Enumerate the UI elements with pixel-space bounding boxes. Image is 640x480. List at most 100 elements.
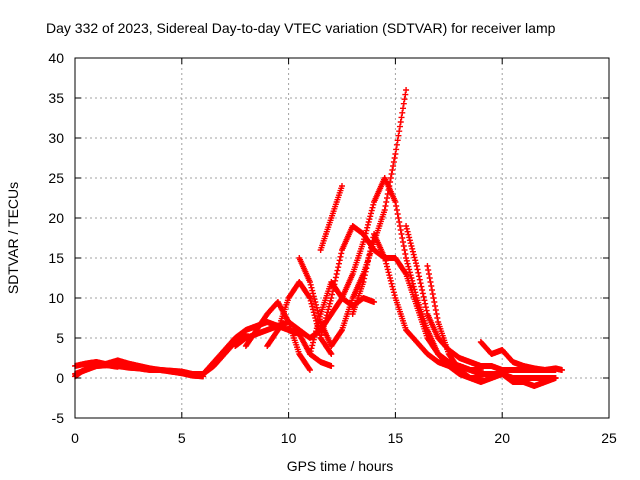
data-point: [384, 191, 391, 197]
data-point: [329, 291, 336, 298]
data-point: [315, 319, 322, 326]
data-point: [310, 336, 317, 343]
data-point: [404, 260, 411, 267]
data-point: [391, 155, 398, 161]
data-point: [274, 328, 281, 335]
data-point: [388, 280, 395, 287]
data-point: [402, 251, 409, 257]
data-point: [364, 261, 371, 268]
data-point: [397, 227, 404, 233]
plot-frame: [74, 57, 610, 419]
data-point: [309, 303, 316, 310]
data-point: [308, 345, 315, 352]
data-point: [386, 272, 393, 279]
y-tick-label: 15: [48, 250, 64, 266]
data-point: [390, 163, 397, 169]
data-point: [321, 320, 328, 327]
y-axis-label: SDTVAR / TECUs: [5, 182, 21, 294]
data-point: [401, 96, 408, 103]
data-points: [72, 87, 566, 389]
data-point: [398, 231, 405, 237]
data-point: [114, 363, 121, 370]
data-point: [404, 228, 411, 235]
data-point: [387, 179, 394, 185]
data-point: [387, 275, 394, 281]
data-point: [314, 322, 321, 329]
data-point: [434, 315, 441, 321]
data-point: [393, 141, 400, 148]
data-point: [425, 271, 432, 277]
data-point: [387, 175, 394, 181]
data-point: [335, 260, 342, 267]
data-point: [384, 263, 391, 270]
data-point: [409, 245, 416, 252]
data-point: [406, 237, 413, 244]
data-point: [429, 291, 436, 297]
data-point: [396, 128, 403, 135]
data-point: [316, 316, 323, 323]
data-point: [331, 281, 338, 288]
data-point: [365, 219, 372, 225]
y-tick-label: 40: [48, 50, 64, 66]
data-point: [306, 351, 313, 357]
data-point: [402, 91, 409, 98]
data-point: [424, 263, 431, 269]
data-point: [381, 255, 388, 261]
data-point: [426, 275, 433, 281]
data-point: [406, 266, 413, 273]
data-point: [391, 292, 398, 299]
series-sat-f: [242, 299, 313, 373]
data-point: [415, 269, 422, 276]
data-point: [400, 100, 407, 107]
x-tick-label: 25: [601, 430, 617, 446]
data-point: [410, 283, 417, 290]
data-point: [363, 265, 370, 272]
data-point: [413, 263, 420, 269]
data-point: [361, 272, 368, 279]
data-point: [322, 315, 329, 321]
data-point: [386, 183, 393, 189]
data-point: [429, 287, 436, 293]
data-point: [306, 367, 313, 373]
data-point: [330, 284, 337, 291]
data-point: [383, 260, 390, 267]
data-point: [328, 351, 335, 357]
data-point: [405, 263, 412, 270]
data-point: [427, 279, 434, 285]
data-point: [401, 247, 408, 253]
series-sat-n: [424, 263, 559, 389]
data-point: [319, 326, 326, 333]
data-point: [329, 288, 336, 295]
data-point: [552, 375, 559, 381]
data-point: [367, 248, 374, 255]
data-point: [423, 307, 430, 314]
data-point: [403, 87, 410, 93]
data-point: [395, 215, 402, 221]
data-point: [431, 299, 438, 305]
data-point: [406, 234, 413, 241]
data-point: [369, 204, 376, 211]
y-tick-label: 5: [56, 330, 64, 346]
data-point: [316, 313, 323, 320]
data-point: [396, 123, 403, 130]
data-point: [368, 207, 375, 214]
chart-title: Day 332 of 2023, Sidereal Day-to-day VTE…: [46, 20, 556, 36]
data-point: [313, 304, 320, 311]
data-point: [371, 299, 378, 305]
data-point: [399, 109, 406, 116]
data-point: [407, 272, 414, 279]
data-point: [319, 329, 326, 336]
data-point: [324, 309, 331, 316]
data-point: [432, 307, 439, 313]
data-point: [307, 281, 314, 288]
data-point: [306, 279, 313, 285]
data-point: [311, 333, 318, 340]
data-point: [425, 267, 432, 273]
y-tick-label: -5: [52, 410, 65, 426]
data-point: [364, 221, 371, 228]
data-point: [306, 365, 313, 372]
data-point: [384, 266, 391, 273]
data-point: [308, 300, 315, 307]
data-point: [403, 257, 410, 264]
data-point: [311, 296, 318, 303]
